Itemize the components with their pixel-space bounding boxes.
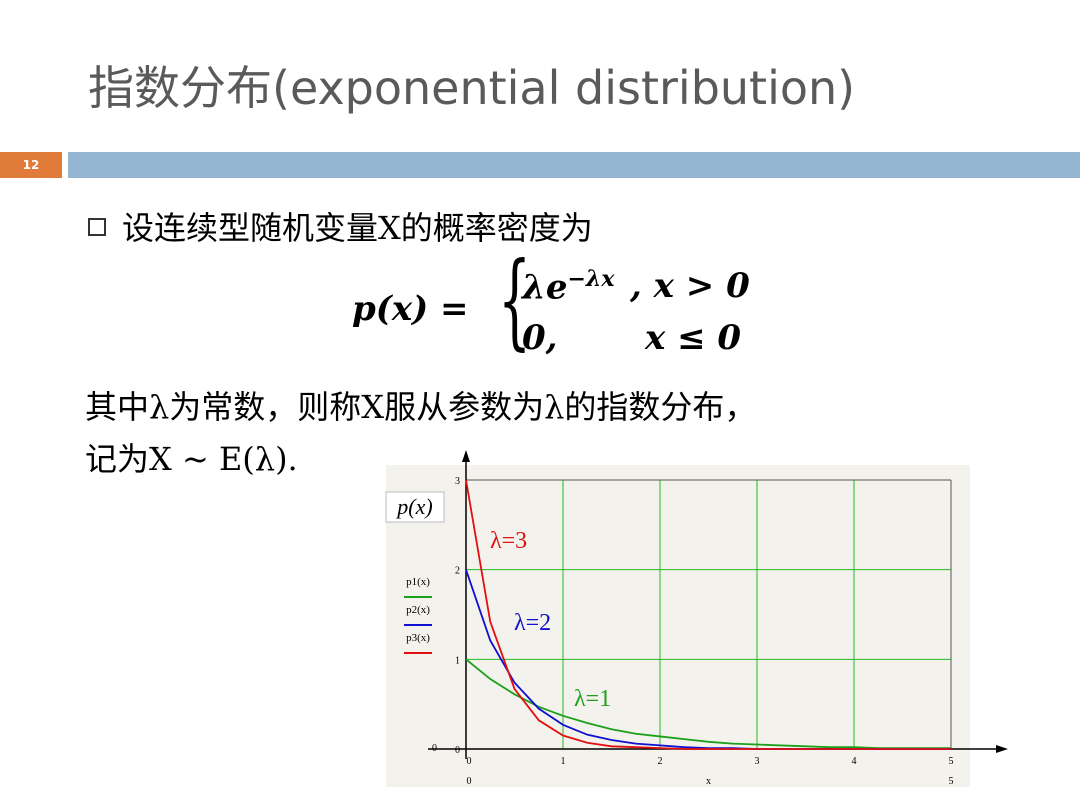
y-label-box: [385, 491, 445, 523]
y-range-label: 0: [432, 743, 437, 754]
body-text: 其中λ为常数，则称X服从参数为λ的指数分布，: [85, 388, 757, 426]
legend-label: p3(x): [406, 632, 430, 644]
annotation: λ=2: [514, 610, 551, 636]
y-tick-label: 3: [455, 476, 460, 487]
y-axis-label: p(x): [395, 494, 432, 519]
y-tick-label: 1: [455, 655, 460, 666]
x-tick-label: 4: [852, 756, 857, 767]
brace: {: [498, 239, 532, 361]
formula-cond: x ≤ 0: [645, 318, 742, 358]
page-number: 12: [0, 152, 62, 178]
x-tick-label: 0: [467, 756, 472, 767]
x-range-label: 5: [949, 776, 954, 787]
chart-background: [386, 465, 970, 787]
annotation: λ=3: [490, 528, 527, 554]
series-line: [465, 479, 951, 750]
x-axis-label: x: [706, 776, 711, 787]
y-axis-arrow: [462, 450, 470, 462]
y-tick-label: 2: [455, 566, 460, 577]
formula-expr: λe−λx: [522, 266, 614, 307]
title-bar: [68, 152, 1080, 178]
bullet: [88, 218, 106, 236]
x-tick-label: 2: [658, 756, 663, 767]
bullet-text: 设连续型随机变量X的概率密度为: [122, 209, 593, 247]
legend-label: p2(x): [406, 604, 430, 616]
formula-exponent: −λx: [567, 266, 615, 292]
annotation: λ=1: [574, 686, 611, 712]
formula-cond: , x > 0: [630, 266, 750, 306]
x-tick-label: 3: [755, 756, 760, 767]
y-tick-label: 0: [455, 745, 460, 756]
x-tick-label: 5: [949, 756, 954, 767]
x-range-label: 0: [467, 776, 472, 787]
formula-lhs: p(x) =: [352, 289, 469, 329]
slide-title: 指数分布(exponential distribution): [88, 61, 856, 115]
formula-expr: 0,: [522, 318, 558, 358]
x-axis-arrow: [996, 745, 1008, 753]
body-text: 记为X ~ E(λ).: [85, 440, 298, 478]
x-tick-label: 1: [561, 756, 566, 767]
legend-label: p1(x): [406, 576, 430, 588]
formula-base: λe: [522, 267, 568, 308]
series-line: [465, 658, 951, 750]
